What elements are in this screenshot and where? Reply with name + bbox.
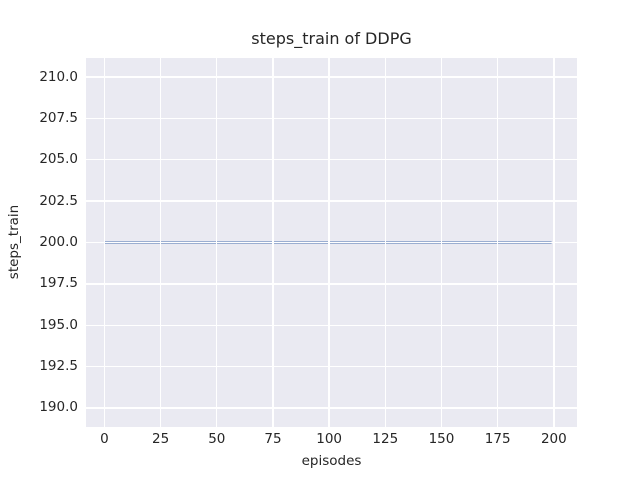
y-gridline — [86, 365, 577, 368]
y-gridline — [86, 200, 577, 202]
y-tick-label: 202.5 — [39, 192, 78, 209]
y-tick-label: 200.0 — [39, 234, 78, 250]
x-tick-label: 0 — [100, 431, 109, 447]
y-gridline — [86, 324, 577, 326]
x-axis-label: episodes — [301, 453, 362, 469]
x-tick-label: 75 — [264, 431, 282, 447]
x-tick-label: 25 — [152, 431, 170, 447]
x-tick-label: 100 — [316, 431, 343, 447]
x-tick-label: 200 — [540, 431, 567, 447]
chart-title: steps_train of DDPG — [251, 29, 412, 48]
y-gridline — [86, 117, 577, 120]
y-tick-label: 205.0 — [39, 151, 78, 168]
y-gridline — [86, 159, 577, 161]
x-tick-label: 150 — [428, 431, 455, 447]
y-gridline — [86, 283, 577, 285]
y-tick-label: 192.5 — [39, 358, 78, 375]
y-gridline — [86, 407, 577, 409]
y-gridline — [86, 76, 577, 78]
y-tick-label: 207.5 — [39, 109, 78, 126]
y-tick-label: 210.0 — [39, 68, 78, 85]
y-gridline — [86, 241, 577, 244]
y-tick-label: 190.0 — [39, 399, 78, 416]
x-tick-label: 175 — [484, 431, 511, 447]
plot-area — [86, 58, 577, 427]
x-tick-label: 50 — [208, 431, 226, 447]
y-tick-label: 195.0 — [39, 316, 78, 333]
x-tick-label: 125 — [372, 431, 399, 447]
y-tick-label: 197.5 — [39, 275, 78, 292]
